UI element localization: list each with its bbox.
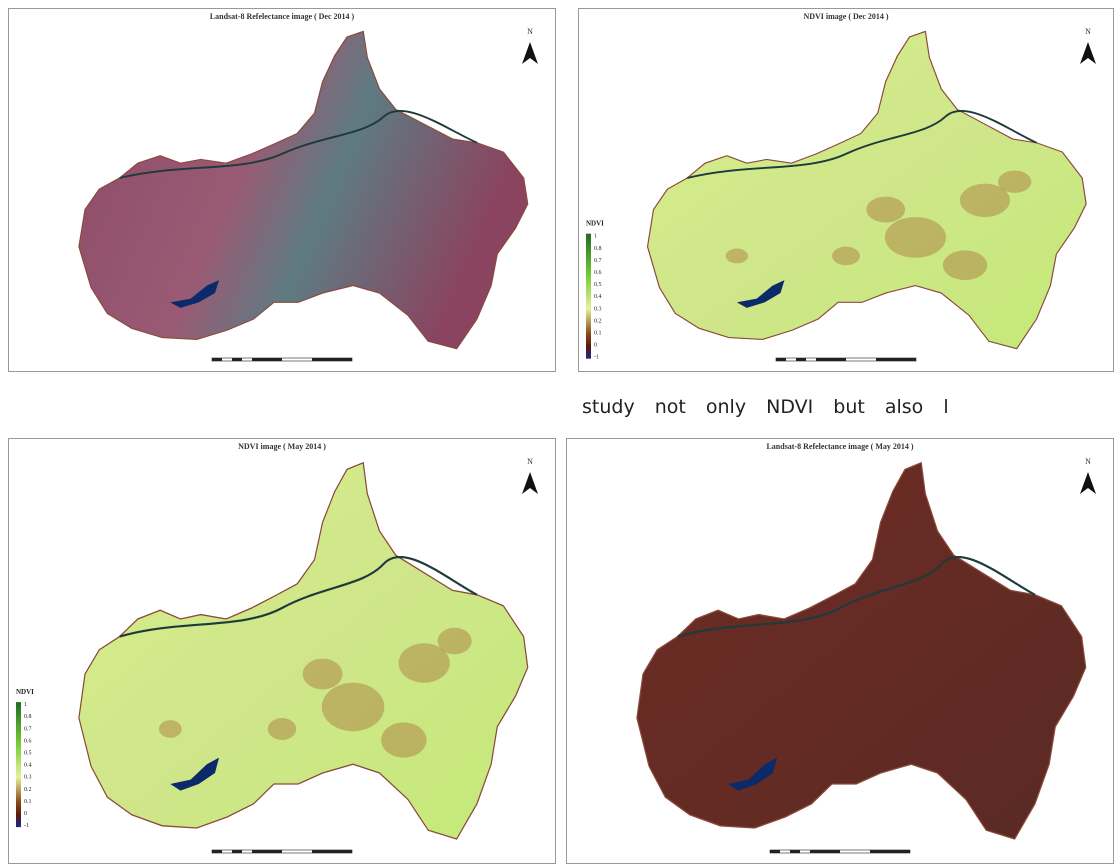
north-label: N bbox=[1085, 27, 1091, 36]
dry-patch bbox=[322, 683, 385, 731]
legend-label: 0.1 bbox=[594, 330, 602, 336]
scale-segment bbox=[212, 850, 222, 853]
legend-label: 0.8 bbox=[594, 246, 602, 252]
scale-segment bbox=[790, 850, 800, 853]
panel-title: Landsat-8 Refelectance image ( Dec 2014 … bbox=[210, 12, 355, 21]
legend-label: 1 bbox=[594, 234, 597, 240]
scale-segment bbox=[870, 850, 910, 853]
legend-label: 0.6 bbox=[594, 270, 602, 276]
legend-label: 1 bbox=[24, 702, 27, 708]
map-panel: NDVI image ( May 2014 ) N NDVI 1 0.8 0.7 0.6 0.… bbox=[9, 439, 556, 864]
legend-label: 0.6 bbox=[24, 738, 32, 744]
dry-patch bbox=[885, 217, 946, 258]
legend-label: 0.4 bbox=[594, 294, 602, 300]
page: Landsat-8 Refelectance image ( Dec 2014 … bbox=[0, 0, 1114, 864]
legend-label: 0.3 bbox=[594, 306, 602, 312]
map-panel: NDVI image ( Dec 2014 ) N NDVI 1 0.8 0.7 0.6 0.… bbox=[579, 9, 1114, 372]
dry-patch bbox=[381, 722, 426, 757]
scale-segment bbox=[312, 850, 352, 853]
legend-title: NDVI bbox=[586, 220, 604, 228]
dry-patch bbox=[866, 197, 905, 223]
dry-patch bbox=[726, 249, 748, 264]
legend-label: 0 bbox=[594, 343, 597, 349]
panel-title: Landsat-8 Refelectance image ( May 2014 … bbox=[766, 442, 913, 451]
panel-title: NDVI image ( May 2014 ) bbox=[238, 442, 326, 451]
scale-segment bbox=[252, 358, 282, 361]
legend-label: -1 bbox=[594, 355, 599, 361]
north-label: N bbox=[527, 27, 533, 36]
north-label: N bbox=[1085, 457, 1091, 466]
scale-segment bbox=[816, 358, 846, 361]
scale-segment bbox=[810, 850, 840, 853]
scale-segment bbox=[312, 358, 352, 361]
legend-label: 0 bbox=[24, 811, 27, 817]
legend-label: 0.3 bbox=[24, 775, 32, 781]
legend-label: 0.7 bbox=[24, 726, 32, 732]
dry-patch bbox=[998, 171, 1031, 193]
dry-patch bbox=[159, 720, 182, 738]
legend-ramp bbox=[586, 234, 591, 359]
legend-title: NDVI bbox=[16, 688, 34, 696]
legend-label: 0.2 bbox=[594, 318, 602, 324]
panel-title: NDVI image ( Dec 2014 ) bbox=[803, 12, 888, 21]
legend-label: 0.5 bbox=[594, 282, 602, 288]
legend-label: -1 bbox=[24, 823, 29, 829]
scale-segment bbox=[252, 850, 282, 853]
dry-patch bbox=[832, 247, 860, 266]
legend-label: 0.2 bbox=[24, 787, 32, 793]
dry-patch bbox=[268, 718, 296, 740]
legend-label: 0.1 bbox=[24, 799, 32, 805]
legend-ramp bbox=[16, 702, 21, 827]
figure: Landsat-8 Refelectance image ( Dec 2014 … bbox=[0, 0, 1114, 864]
scale-segment bbox=[776, 358, 786, 361]
scale-segment bbox=[212, 358, 222, 361]
scale-segment bbox=[876, 358, 916, 361]
legend-label: 0.7 bbox=[594, 258, 602, 264]
legend-label: 0.8 bbox=[24, 714, 32, 720]
legend-label: 0.5 bbox=[24, 751, 32, 757]
scale-segment bbox=[770, 850, 780, 853]
dry-patch bbox=[943, 250, 987, 280]
scale-segment bbox=[232, 850, 242, 853]
dry-patch bbox=[438, 628, 472, 654]
map-panel: Landsat-8 Refelectance image ( Dec 2014 … bbox=[9, 9, 556, 372]
legend-label: 0.4 bbox=[24, 763, 32, 769]
dry-patch bbox=[303, 659, 343, 690]
scale-segment bbox=[796, 358, 806, 361]
caption-text: study not only NDVI but also l bbox=[582, 396, 949, 418]
scale-segment bbox=[232, 358, 242, 361]
north-label: N bbox=[527, 457, 533, 466]
map-panel: Landsat-8 Refelectance image ( May 2014 … bbox=[567, 439, 1114, 864]
